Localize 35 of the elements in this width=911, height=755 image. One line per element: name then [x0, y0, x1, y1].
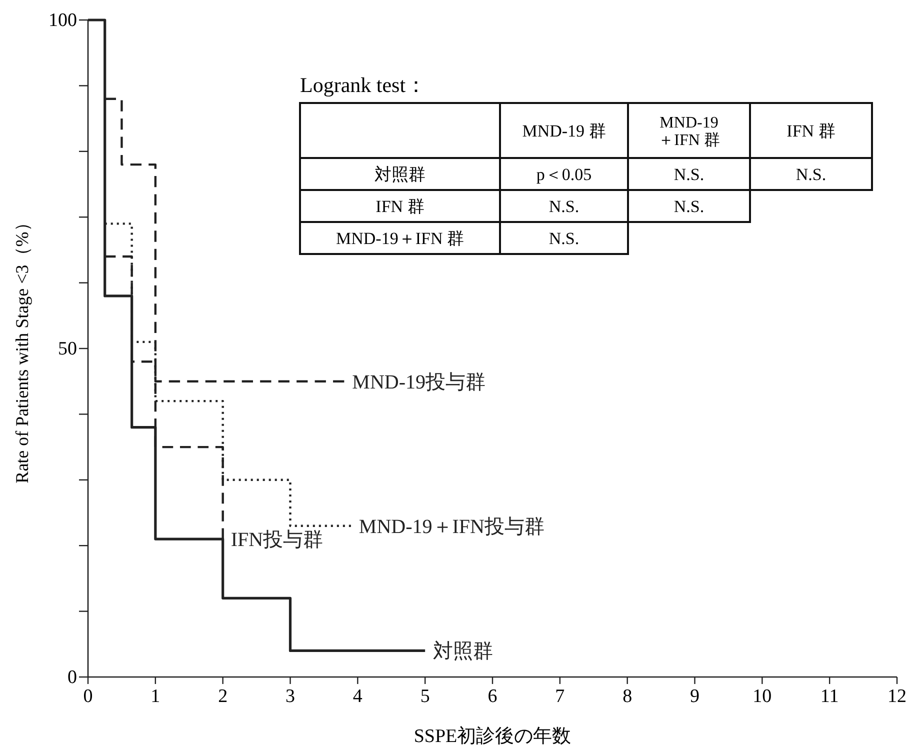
x-tick-label: 9 [690, 686, 700, 707]
x-tick-label: 10 [752, 686, 772, 707]
y-tick-label: 100 [48, 10, 77, 31]
y-tick-label: 50 [58, 338, 77, 360]
series-label: MND-19投与群 [352, 371, 486, 394]
x-tick-label: 4 [352, 686, 363, 707]
annotation: Logrank test： [300, 73, 427, 97]
x-tick-label: 11 [820, 686, 839, 707]
x-axis-title: SSPE初診後の年数 [414, 725, 572, 747]
x-tick-label: 2 [218, 686, 228, 707]
annotation: N.S. [548, 228, 580, 248]
x-tick-label: 12 [888, 686, 906, 707]
y-axis-title: Rate of Patients with Stage <3（%） [12, 214, 32, 484]
x-tick-label: 6 [488, 686, 498, 707]
annotation: p＜0.05 [536, 164, 592, 184]
y-tick-label: 0 [68, 667, 77, 688]
series-label: MND-19＋IFN投与群 [358, 516, 544, 538]
x-tick-label: 7 [555, 686, 565, 707]
annotation: MND-19 ＋IFN 群 [658, 114, 720, 149]
annotation: MND-19＋IFN 群 [336, 228, 464, 248]
annotation: N.S. [548, 196, 580, 216]
annotation: IFN 群 [376, 196, 424, 216]
x-tick-label: 3 [286, 686, 295, 707]
annotation: N.S. [674, 164, 704, 184]
annotation: IFN 群 [786, 121, 836, 140]
series-label: 対照群 [433, 640, 494, 663]
x-tick-label: 1 [150, 686, 160, 707]
annotation: N.S. [796, 164, 826, 184]
x-tick-label: 5 [420, 686, 430, 707]
annotation: 対照群 [374, 164, 426, 184]
annotation: MND-19 群 [522, 121, 606, 140]
x-tick-label: 8 [622, 686, 632, 707]
x-tick-label: 0 [83, 686, 93, 707]
series-label: IFN投与群 [230, 529, 324, 552]
annotation: N.S. [674, 196, 704, 216]
